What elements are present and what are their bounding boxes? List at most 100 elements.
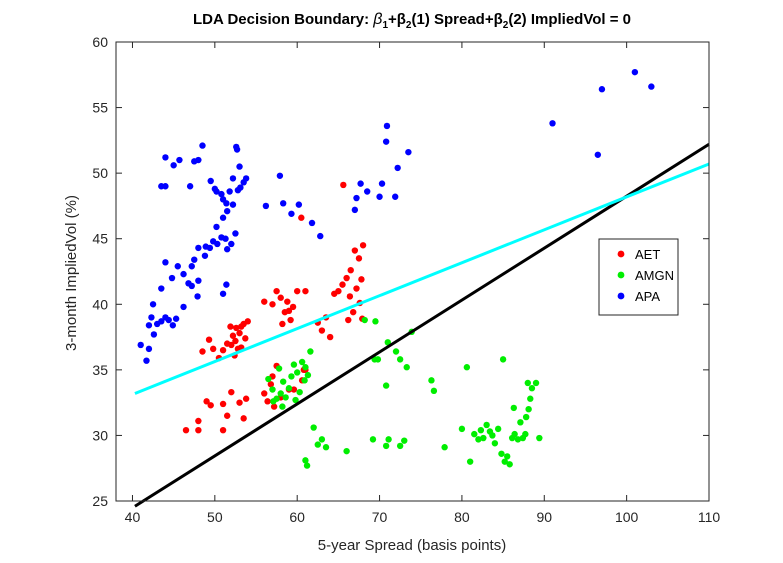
data-point-apa: [236, 163, 243, 170]
data-point-apa: [233, 146, 241, 153]
data-point-aet: [264, 398, 271, 405]
y-tick-label: 50: [92, 165, 108, 181]
data-point-amgn: [532, 379, 540, 387]
data-point-apa: [162, 259, 169, 266]
data-point-apa: [598, 86, 606, 93]
data-point-apa: [364, 188, 371, 195]
data-point-amgn: [401, 437, 408, 444]
data-point-apa: [219, 214, 227, 221]
data-point-aet: [223, 412, 231, 419]
data-point-apa: [207, 177, 214, 185]
data-point-apa: [186, 183, 194, 190]
boundary-lines: [134, 143, 710, 508]
data-point-apa: [228, 240, 235, 248]
data-point-apa: [195, 244, 202, 252]
data-point-aet: [219, 426, 227, 434]
data-point-apa: [213, 223, 220, 231]
data-point-amgn: [361, 316, 368, 324]
y-tick-label: 40: [92, 296, 108, 312]
data-point-apa: [229, 201, 237, 208]
scatter-points: [137, 68, 655, 469]
data-point-apa: [219, 290, 227, 297]
data-point-amgn: [483, 421, 490, 429]
data-point-amgn: [302, 364, 309, 371]
data-point-amgn: [301, 377, 308, 384]
data-point-aet: [346, 293, 354, 300]
data-point-amgn: [475, 436, 482, 443]
data-point-amgn: [471, 430, 478, 438]
data-point-aet: [261, 298, 268, 305]
data-point-apa: [392, 193, 399, 200]
data-point-aet: [298, 214, 305, 221]
data-point-aet: [290, 386, 298, 393]
x-tick: 40: [125, 42, 140, 525]
data-point-amgn: [511, 430, 518, 438]
data-point-amgn: [403, 364, 410, 371]
data-point-apa: [211, 185, 219, 193]
data-point-amgn: [522, 430, 529, 438]
data-point-aet: [351, 247, 359, 254]
data-point-amgn: [517, 419, 524, 426]
data-point-apa: [188, 282, 195, 290]
data-point-amgn: [489, 432, 496, 439]
data-point-aet: [318, 327, 326, 334]
data-point-aet: [273, 287, 280, 295]
data-point-amgn: [296, 388, 303, 396]
data-point-apa: [648, 83, 655, 90]
data-point-apa: [148, 314, 155, 321]
data-point-apa: [288, 210, 295, 217]
data-point-apa: [295, 201, 303, 208]
data-point-apa: [195, 277, 202, 284]
data-point-amgn: [499, 356, 507, 363]
y-tick: 45: [92, 231, 709, 247]
data-point-apa: [150, 331, 158, 338]
data-point-apa: [237, 184, 244, 191]
data-point-aet: [289, 303, 297, 311]
data-point-aet: [284, 298, 291, 305]
data-point-amgn: [318, 436, 326, 443]
x-tick: 60: [289, 42, 305, 525]
data-point-aet: [347, 266, 354, 274]
data-point-amgn: [288, 373, 295, 380]
data-point-apa: [229, 175, 237, 182]
data-point-amgn: [279, 403, 286, 410]
legend-entry-aet: AET: [617, 247, 660, 262]
data-point-amgn: [524, 379, 532, 387]
data-point-amgn: [372, 318, 379, 325]
legend-label: AMGN: [635, 268, 674, 283]
data-point-apa: [376, 193, 383, 200]
data-point-apa: [180, 303, 187, 311]
x-axis-ticks: 40 50 60 70 80 90 100 110: [125, 42, 720, 525]
chart-title: LDA Decision Boundary: β1+β2(1) Spread+β…: [193, 11, 631, 31]
data-point-amgn: [374, 356, 382, 363]
data-point-apa: [174, 263, 181, 270]
data-point-apa: [353, 194, 360, 202]
y-tick: 40: [92, 296, 709, 312]
data-point-apa: [218, 190, 225, 198]
data-point-apa: [145, 345, 153, 353]
x-tick: 90: [536, 42, 552, 525]
data-point-apa: [383, 122, 391, 130]
series-apa: [137, 68, 655, 364]
data-point-apa: [149, 301, 157, 308]
data-point-aet: [345, 316, 352, 324]
data-point-apa: [378, 180, 386, 187]
data-point-apa: [308, 219, 316, 227]
data-point-aet: [353, 285, 360, 292]
y-tick-label: 60: [92, 34, 108, 50]
data-point-amgn: [458, 425, 466, 433]
data-point-amgn: [504, 453, 511, 460]
data-point-apa: [195, 156, 202, 164]
data-point-apa: [317, 232, 324, 240]
data-point-apa: [394, 164, 401, 172]
data-point-amgn: [522, 413, 530, 421]
x-tick-label: 70: [372, 509, 388, 525]
data-point-aet: [285, 307, 293, 315]
y-tick: 55: [92, 100, 709, 116]
data-point-apa: [194, 293, 201, 300]
legend-box: [598, 238, 679, 316]
data-point-aet: [269, 301, 276, 308]
data-point-aet: [227, 323, 234, 330]
data-point-amgn: [494, 425, 502, 433]
